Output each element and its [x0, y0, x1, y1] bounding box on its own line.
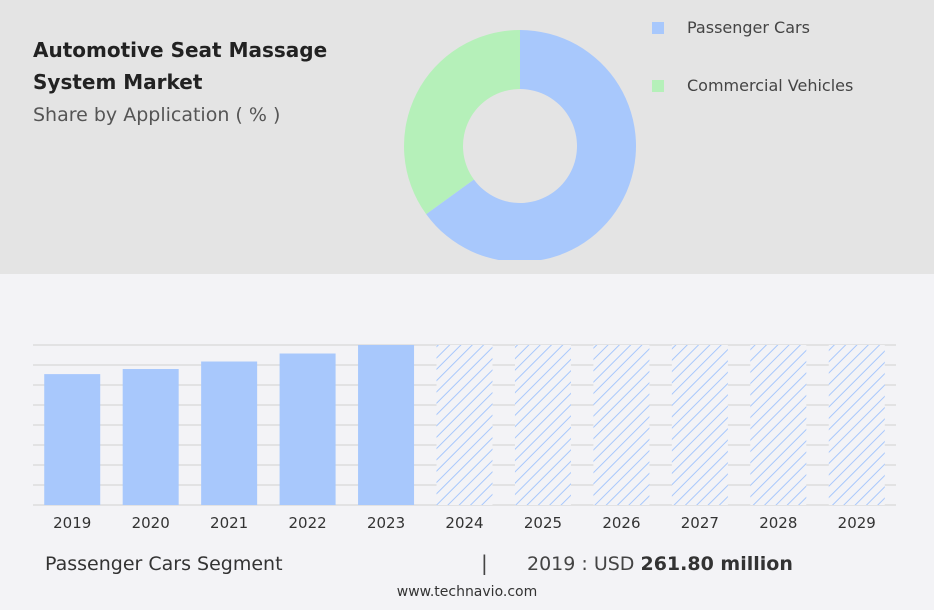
- x-tick-2022: 2022: [288, 514, 326, 532]
- segment-value-prefix: 2019 : USD: [527, 553, 635, 575]
- donut-chart: [400, 29, 640, 264]
- x-tick-2019: 2019: [53, 514, 91, 532]
- x-tick-2026: 2026: [602, 514, 640, 532]
- bar-2025: [514, 345, 571, 505]
- divider: |: [481, 551, 488, 575]
- x-tick-2029: 2029: [838, 514, 876, 532]
- chart-title: Automotive Seat Massage System Market: [33, 38, 328, 94]
- segment-label: Passenger Cars Segment: [45, 553, 283, 575]
- x-tick-2024: 2024: [445, 514, 483, 532]
- legend-label-commercial: Commercial Vehicles: [687, 76, 854, 95]
- x-tick-2020: 2020: [132, 514, 170, 532]
- bar-2019: [44, 374, 101, 505]
- bar-2029: [828, 345, 885, 505]
- bar-2021: [201, 361, 258, 505]
- legend-item-commercial: Commercial Vehicles: [652, 76, 853, 95]
- footer-url[interactable]: www.technavio.com: [396, 584, 538, 600]
- x-tick-2028: 2028: [759, 514, 797, 532]
- legend-item-passenger: Passenger Cars: [652, 18, 810, 37]
- legend-label-passenger: Passenger Cars: [687, 18, 810, 37]
- bar-2027: [671, 345, 728, 505]
- donut-clip-edge: [400, 260, 640, 264]
- bar-chart: 2019 2020 2021 2022 2023 2024 2025 2026 2027 2028…: [33, 344, 896, 532]
- bar-2023: [358, 345, 415, 505]
- donut-slice-commercial: [404, 29, 520, 215]
- segment-value-amount: 261.80 million: [640, 553, 793, 575]
- segment-value: 2019 : USD 261.80 million: [527, 553, 793, 575]
- bar-2028: [750, 345, 807, 505]
- legend-swatch-commercial: [652, 79, 664, 92]
- donut-slice-passenger: [426, 30, 636, 262]
- x-tick-2021: 2021: [210, 514, 248, 532]
- x-tick-2025: 2025: [524, 514, 562, 532]
- legend-swatch-passenger: [652, 21, 664, 34]
- x-tick-2023: 2023: [367, 514, 405, 532]
- chart-subtitle: Share by Application ( % ): [33, 104, 281, 126]
- bar-2024: [436, 345, 493, 505]
- bar-2020: [122, 369, 179, 505]
- x-tick-2027: 2027: [681, 514, 719, 532]
- bar-2022: [279, 353, 336, 505]
- bar-2026: [593, 345, 650, 505]
